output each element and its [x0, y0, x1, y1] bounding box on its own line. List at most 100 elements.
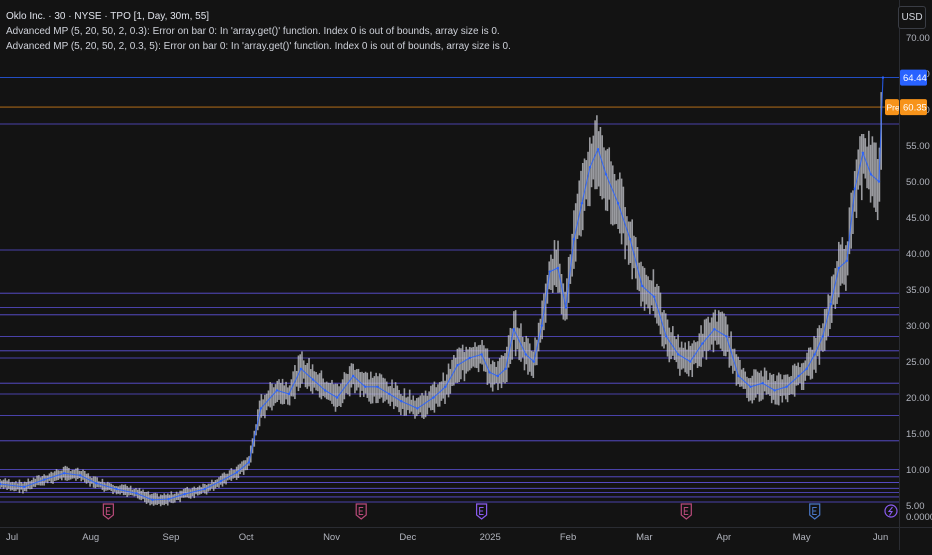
- price-point: [496, 374, 499, 378]
- earnings-event-icon[interactable]: [355, 503, 367, 520]
- split-event-icon[interactable]: [884, 504, 898, 518]
- price-point: [797, 374, 800, 378]
- price-point: [219, 479, 222, 483]
- price-path: [0, 76, 885, 502]
- price-point: [837, 266, 841, 270]
- price-segment: [300, 368, 314, 381]
- x-tick-label: Mar: [636, 532, 652, 543]
- price-point: [364, 385, 367, 388]
- price-segment: [846, 188, 856, 261]
- y-tick-label: 0.0000: [906, 512, 932, 523]
- tpo-profile: [0, 92, 882, 507]
- price-segment: [641, 285, 655, 298]
- price-segment: [549, 267, 559, 273]
- lightning-icon: [887, 506, 893, 516]
- price-segment: [878, 77, 884, 182]
- price-segment: [136, 492, 153, 501]
- price-segment: [276, 389, 290, 395]
- symbol-title[interactable]: Oklo Inc. · 30 · NYSE · TPO [1, Day, 30m…: [6, 11, 210, 22]
- price-segment: [401, 400, 418, 409]
- price-point: [713, 328, 716, 331]
- price-segment: [389, 393, 402, 402]
- price-lines: [0, 77, 899, 108]
- price-segment: [565, 239, 575, 308]
- chart-legend[interactable]: Oklo Inc. · 30 · NYSE · TPO [1, Day, 30m…: [6, 9, 511, 54]
- price-segment: [714, 328, 727, 337]
- x-tick-label: Jun: [873, 532, 888, 543]
- price-segment: [23, 479, 45, 488]
- price-axis[interactable]: 0.00005.00 10.00 15.00 20.00 25.00 30.00 35.00…: [885, 33, 932, 523]
- price-point: [299, 367, 303, 370]
- price-segment: [204, 480, 221, 490]
- price-segment: [445, 364, 459, 388]
- price-segment: [838, 260, 848, 269]
- price-point: [311, 378, 315, 381]
- x-tick-label: May: [793, 532, 811, 543]
- price-segment: [457, 357, 470, 366]
- price-segment: [605, 174, 619, 204]
- price-point: [400, 400, 403, 403]
- e-glyph-icon: [479, 507, 484, 515]
- price-point: [151, 498, 154, 502]
- price-segment: [324, 389, 338, 399]
- price-point: [247, 461, 251, 464]
- price-point: [652, 295, 656, 298]
- price-segment: [152, 498, 169, 501]
- y-tick-label: 25.00: [906, 357, 930, 368]
- event-markers[interactable]: [102, 503, 898, 520]
- currency-button[interactable]: USD: [898, 6, 926, 29]
- price-point: [677, 353, 680, 356]
- price-segment: [541, 271, 551, 326]
- pre-market-tag-label: Pre: [887, 103, 901, 113]
- price-segment: [288, 368, 302, 395]
- price-point: [572, 238, 576, 241]
- price-segment: [762, 382, 775, 391]
- price-point: [287, 392, 291, 396]
- price-segment: [505, 329, 515, 369]
- price-point: [773, 389, 776, 392]
- pre-market-badge: [900, 99, 927, 116]
- price-segment: [312, 379, 326, 391]
- price-point: [512, 328, 515, 331]
- price-point: [42, 478, 46, 481]
- price-point: [335, 396, 339, 399]
- price-point: [524, 353, 527, 356]
- price-segment: [220, 471, 238, 482]
- price-segment: [336, 375, 354, 398]
- x-tick-label: Apr: [716, 532, 731, 543]
- x-tick-label: Jul: [6, 532, 18, 543]
- price-segment: [43, 472, 65, 481]
- price-point: [616, 202, 620, 205]
- indicator-error-2[interactable]: Advanced MP (5, 20, 50, 2, 0.3, 5): Erro…: [6, 41, 511, 52]
- time-axis[interactable]: Jul Aug Sep Oct Nov Dec 2025 Feb Mar Apr May Jun: [6, 532, 888, 543]
- dividend-event-icon[interactable]: [476, 503, 488, 520]
- price-point: [468, 356, 471, 360]
- earnings-event-icon[interactable]: [680, 503, 692, 520]
- price-segment: [798, 368, 808, 377]
- price-point: [588, 166, 592, 169]
- e-glyph-icon: [105, 507, 111, 515]
- indicator-error-1[interactable]: Advanced MP (5, 20, 50, 2, 0.3): Error o…: [6, 26, 500, 37]
- e-glyph-icon: [683, 507, 689, 515]
- price-point: [845, 259, 849, 262]
- earnings-event-icon[interactable]: [102, 503, 114, 520]
- price-point: [701, 342, 704, 345]
- price-segment: [236, 461, 250, 473]
- price-segment: [433, 386, 446, 399]
- price-point: [829, 302, 832, 306]
- earnings-event-icon[interactable]: [809, 503, 821, 520]
- price-point: [737, 374, 740, 378]
- price-segment: [533, 325, 543, 362]
- price-point: [725, 335, 728, 338]
- price-point: [388, 392, 391, 396]
- price-point: [504, 367, 507, 370]
- price-segment: [862, 152, 872, 175]
- price-point: [376, 385, 379, 388]
- price-point: [540, 324, 544, 327]
- price-segment: [64, 472, 81, 476]
- price-point: [689, 360, 692, 363]
- price-segment: [653, 296, 667, 337]
- price-point: [95, 482, 98, 485]
